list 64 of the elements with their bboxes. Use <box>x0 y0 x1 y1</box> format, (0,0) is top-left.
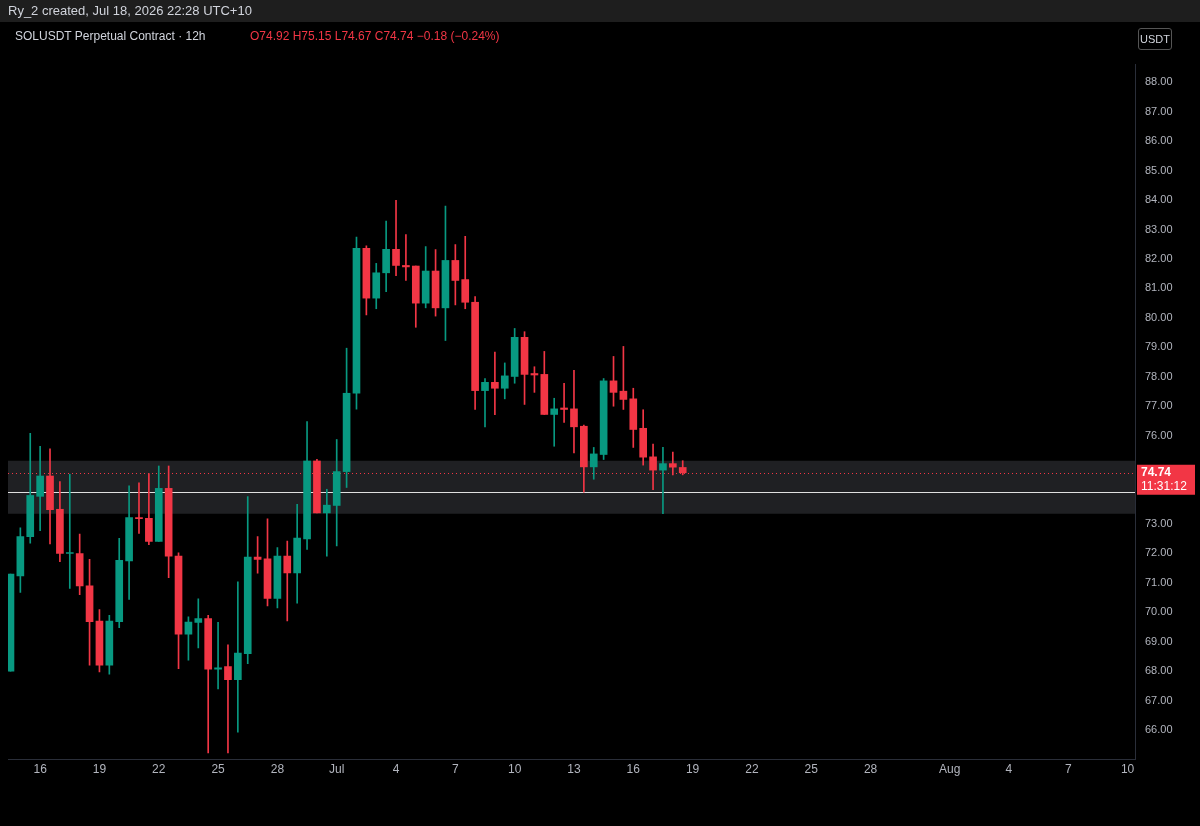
x-tick-label: 16 <box>33 762 48 777</box>
x-tick-label: 22 <box>745 762 759 777</box>
text: Ry_2 created, Jul 18, 2026 22:28 UTC+10 <box>7 3 252 18</box>
y-tick-label: 69.00 <box>1145 634 1173 647</box>
x-tick-label: Jul <box>329 762 345 777</box>
candlestick <box>481 378 489 428</box>
y-axis-title: USDT <box>1138 28 1172 50</box>
candlestick <box>322 488 331 557</box>
y-tick-label: 80.00 <box>1145 310 1173 323</box>
candlestick <box>283 540 292 622</box>
candlestick <box>36 445 44 532</box>
candlestick <box>214 622 222 690</box>
x-tick-label: 19 <box>685 762 700 777</box>
y-tick-label: 81.00 <box>1145 281 1173 294</box>
x-tick-label: 22 <box>152 762 166 777</box>
y-tick-label: 72.00 <box>1145 546 1173 559</box>
candlestick <box>491 351 499 416</box>
y-tick-label: 85.00 <box>1145 163 1173 176</box>
candlestick <box>560 382 568 423</box>
y-tick-label: 68.00 <box>1145 664 1173 677</box>
y-tick-label: 76.00 <box>1145 428 1173 441</box>
candlestick <box>669 451 677 476</box>
chart-title: SOLUSDT Perpetual Contract · 12h <box>15 28 206 45</box>
y-tick-label: 86.00 <box>1145 134 1173 147</box>
y-tick-label: 67.00 <box>1145 693 1173 706</box>
ref-line-label: 74.74 <box>1141 465 1172 480</box>
x-tick-label: 7 <box>1064 762 1072 777</box>
candlestick <box>392 200 400 277</box>
candlestick <box>550 397 559 447</box>
y-tick-label: 87.00 <box>1145 104 1173 117</box>
chart-subtitle: O74.92 H75.15 L74.67 C74.74 −0.18 (−0.24%) <box>250 28 500 45</box>
x-tick-label: 16 <box>626 762 641 777</box>
x-tick-label: 10 <box>1120 762 1135 777</box>
y-tick-label: 71.00 <box>1145 575 1173 588</box>
y-tick-label: 78.00 <box>1145 369 1173 382</box>
x-tick-label: 28 <box>270 762 285 777</box>
y-tick-label: 88.00 <box>1145 75 1173 88</box>
x-tick-label: 28 <box>863 762 878 777</box>
x-tick-label: Aug <box>938 762 961 777</box>
x-tick-label: 13 <box>567 762 581 777</box>
y-tick-label: 73.00 <box>1145 517 1173 530</box>
y-tick-label: 83.00 <box>1145 222 1173 235</box>
y-tick-label: 66.00 <box>1145 723 1173 736</box>
candlestick <box>194 598 203 649</box>
y-tick-label: 70.00 <box>1145 605 1173 618</box>
candlestick <box>659 447 667 515</box>
x-tick-label: 25 <box>804 762 819 777</box>
y-tick-label: 77.00 <box>1145 399 1173 412</box>
x-tick-label: 4 <box>1005 762 1013 777</box>
candlestick <box>65 473 74 589</box>
x-tick-label: 25 <box>211 762 226 777</box>
y-tick-label: 82.00 <box>1145 252 1173 264</box>
x-tick-label: 10 <box>507 762 522 777</box>
y-tick-label: 79.00 <box>1145 340 1173 353</box>
x-tick-label: 19 <box>92 762 107 777</box>
candlestick <box>234 581 242 733</box>
x-tick-label: 7 <box>452 762 459 777</box>
text: 11:31:12 <box>1141 479 1188 494</box>
candlestick <box>135 482 143 534</box>
x-tick-label: 4 <box>392 762 400 777</box>
y-tick-label: 84.00 <box>1145 193 1173 206</box>
candlestick <box>224 644 232 754</box>
candlestick <box>570 369 578 454</box>
candlestick <box>402 234 410 281</box>
